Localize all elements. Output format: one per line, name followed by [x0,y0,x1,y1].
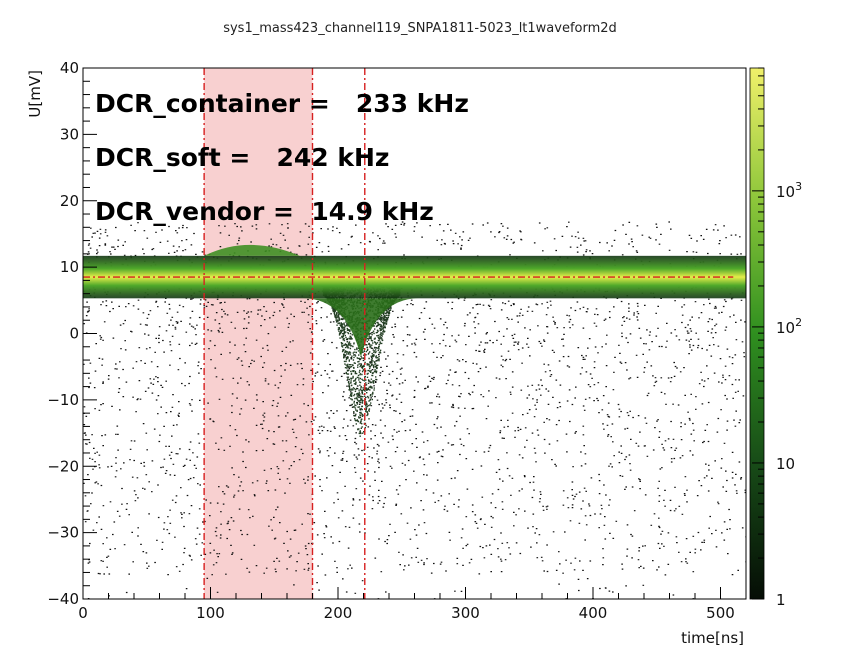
y-tick-label: 10 [60,258,79,276]
y-tick-label: −10 [47,391,79,409]
dip-cluster [322,277,401,437]
annotation-dcr-container: DCR_container = 233 kHz [95,89,469,118]
y-tick-label: −30 [47,524,79,542]
x-axis-label: time[ns] [681,629,744,647]
chart-title: sys1_mass423_channel119_SNPA1811-5023_lt… [223,21,617,36]
y-tick-label: 20 [60,192,79,210]
dip-shape [303,298,419,357]
colorbar-tick-label: 103 [776,180,802,201]
band-bump [204,244,300,256]
y-axis-label: U[mV] [26,70,44,118]
y-tick-label: −40 [47,590,79,608]
annotations: DCR_container = 233 kHz DCR_soft = 242 k… [95,89,469,226]
y-axis: −40 −30 −20 −10 0 10 20 30 40 [47,59,97,608]
x-tick-label: 100 [196,604,225,622]
x-axis: 0 100 200 300 400 500 [78,587,747,622]
colorbar-tick-exponent: 2 [795,316,802,329]
x-tick-label: 300 [451,604,480,622]
colorbar-tick-label: 1 [776,591,786,609]
x-tick-label: 0 [78,604,88,622]
colorbar-tick-label: 10 [776,455,795,473]
annotation-dcr-vendor: DCR_vendor = 14.9 kHz [95,197,434,226]
colorbar-tick-label: 102 [776,316,802,337]
y-tick-label: 40 [60,59,79,77]
colorbar-tick-exponent: 3 [795,180,802,193]
x-tick-label: 200 [324,604,353,622]
y-tick-label: 0 [69,325,79,343]
plot-area [82,67,747,600]
x-tick-label: 400 [579,604,608,622]
shaded-region [204,68,313,599]
y-tick-label: −20 [47,457,79,475]
y-tick-label: 30 [60,125,79,143]
annotation-dcr-soft: DCR_soft = 242 kHz [95,143,389,172]
colorbar: 1 10 102 103 [749,67,802,609]
x-tick-label: 500 [706,604,735,622]
